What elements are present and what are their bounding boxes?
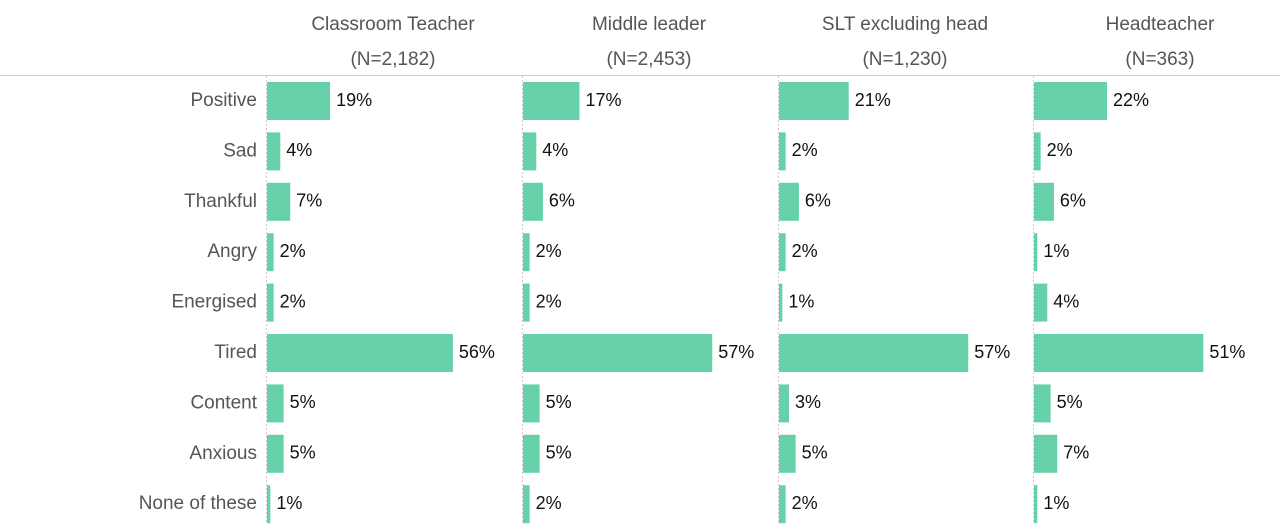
value-label: 56% xyxy=(459,342,495,362)
value-label: 57% xyxy=(718,342,754,362)
panel-subtitle: (N=363) xyxy=(1125,49,1194,70)
value-label: 3% xyxy=(795,392,821,412)
bar xyxy=(523,485,530,524)
panel-subtitle: (N=1,230) xyxy=(862,49,947,70)
value-label: 6% xyxy=(805,191,831,211)
value-label: 51% xyxy=(1209,342,1245,362)
bar xyxy=(779,485,786,524)
panel-title: Headteacher xyxy=(1106,14,1215,35)
bar xyxy=(523,82,580,120)
bar xyxy=(779,334,969,372)
bar xyxy=(523,283,530,322)
bar xyxy=(523,384,540,423)
value-label: 7% xyxy=(296,191,322,211)
bar xyxy=(267,182,291,221)
panel-subtitle: (N=2,182) xyxy=(350,49,435,70)
panel-subtitle: (N=2,453) xyxy=(606,49,691,70)
bar xyxy=(779,384,789,423)
bar xyxy=(267,132,281,171)
value-label: 2% xyxy=(792,140,818,160)
value-label: 2% xyxy=(792,493,818,513)
value-label: 57% xyxy=(974,342,1010,362)
value-label: 2% xyxy=(536,241,562,261)
bar xyxy=(523,434,540,473)
bar xyxy=(1034,233,1038,272)
value-label: 5% xyxy=(290,392,316,412)
value-label: 2% xyxy=(536,291,562,311)
category-label: Energised xyxy=(171,292,257,313)
bar xyxy=(267,334,453,372)
value-label: 2% xyxy=(280,291,306,311)
bar xyxy=(779,233,786,272)
bar xyxy=(779,283,783,322)
value-label: 6% xyxy=(549,191,575,211)
panel-title: Middle leader xyxy=(592,14,707,35)
bar xyxy=(1034,82,1108,120)
bar xyxy=(267,434,284,473)
bar xyxy=(1034,485,1038,524)
value-label: 4% xyxy=(286,140,312,160)
bar xyxy=(779,82,849,120)
category-label: Angry xyxy=(207,241,257,262)
bar xyxy=(1034,334,1204,372)
value-label: 5% xyxy=(290,443,316,463)
value-label: 7% xyxy=(1063,443,1089,463)
panel-title: SLT excluding head xyxy=(822,14,988,35)
bar xyxy=(523,182,543,221)
bar xyxy=(267,233,274,272)
bar xyxy=(1034,283,1048,322)
value-label: 1% xyxy=(788,291,814,311)
bar xyxy=(523,233,530,272)
category-label: Content xyxy=(190,392,257,413)
category-label: Sad xyxy=(223,140,257,161)
bar xyxy=(1034,132,1041,171)
bar xyxy=(779,434,796,473)
value-label: 22% xyxy=(1113,90,1149,110)
bar xyxy=(779,182,799,221)
panel-title: Classroom Teacher xyxy=(311,14,475,35)
bar xyxy=(267,283,274,322)
bar xyxy=(1034,182,1054,221)
bar xyxy=(1034,434,1058,473)
value-label: 2% xyxy=(792,241,818,261)
value-label: 4% xyxy=(1053,291,1079,311)
category-label: Anxious xyxy=(189,443,257,464)
value-label: 5% xyxy=(1057,392,1083,412)
value-label: 5% xyxy=(546,392,572,412)
value-label: 2% xyxy=(536,493,562,513)
category-label: Positive xyxy=(190,90,257,111)
bar xyxy=(779,132,786,171)
bar xyxy=(267,384,284,423)
value-label: 1% xyxy=(1043,241,1069,261)
bar xyxy=(267,485,271,524)
value-label: 2% xyxy=(1047,140,1073,160)
value-label: 5% xyxy=(802,443,828,463)
value-label: 5% xyxy=(546,443,572,463)
category-label: None of these xyxy=(139,493,257,514)
bar xyxy=(523,132,537,171)
bar xyxy=(523,334,713,372)
value-label: 2% xyxy=(280,241,306,261)
value-label: 21% xyxy=(855,90,891,110)
value-label: 17% xyxy=(585,90,621,110)
value-label: 6% xyxy=(1060,191,1086,211)
category-label: Thankful xyxy=(184,191,257,212)
bar xyxy=(267,82,331,120)
category-label: Tired xyxy=(214,342,257,363)
value-label: 19% xyxy=(336,90,372,110)
value-label: 4% xyxy=(542,140,568,160)
bar xyxy=(1034,384,1051,423)
value-label: 1% xyxy=(1043,493,1069,513)
value-label: 1% xyxy=(276,493,302,513)
